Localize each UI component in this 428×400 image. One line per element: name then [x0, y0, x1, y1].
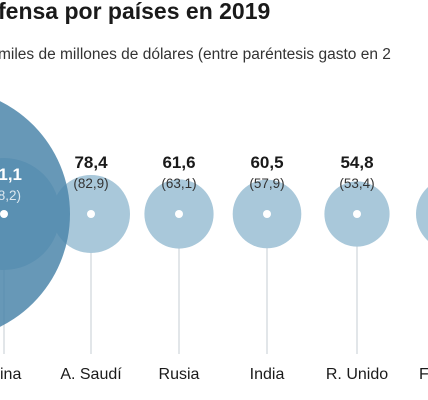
value-label: 54,8 — [340, 153, 373, 172]
bubble-center-dot — [263, 210, 271, 218]
category-label: India — [250, 366, 285, 383]
previous-value-label: 8,2) — [0, 188, 21, 203]
bubble — [416, 187, 428, 241]
bubble-center-dot — [175, 210, 183, 218]
previous-value-label: (63,1) — [161, 176, 196, 191]
category-label: Rusia — [159, 366, 200, 383]
value-label: 78,4 — [74, 153, 108, 172]
value-label: 60,5 — [250, 153, 283, 172]
bubble-center-dot — [87, 210, 95, 218]
value-label: 61,6 — [162, 153, 195, 172]
category-label: A. Saudí — [60, 366, 122, 383]
previous-value-label: (82,9) — [73, 176, 108, 191]
previous-value-label: (57,9) — [249, 176, 284, 191]
chart-title: fensa por países en 2019 — [0, 0, 271, 24]
large-bubble — [0, 101, 70, 327]
value-label: 1,1 — [0, 165, 22, 184]
previous-value-label: (53,4) — [339, 176, 374, 191]
bubble-center-dot — [0, 210, 8, 218]
bubble-center-dot — [353, 210, 361, 218]
chart-subtitle: miles de millones de dólares (entre paré… — [0, 46, 391, 63]
category-label: R. Unido — [326, 366, 388, 383]
category-label: ina — [0, 366, 21, 383]
category-label: F — [419, 366, 428, 383]
